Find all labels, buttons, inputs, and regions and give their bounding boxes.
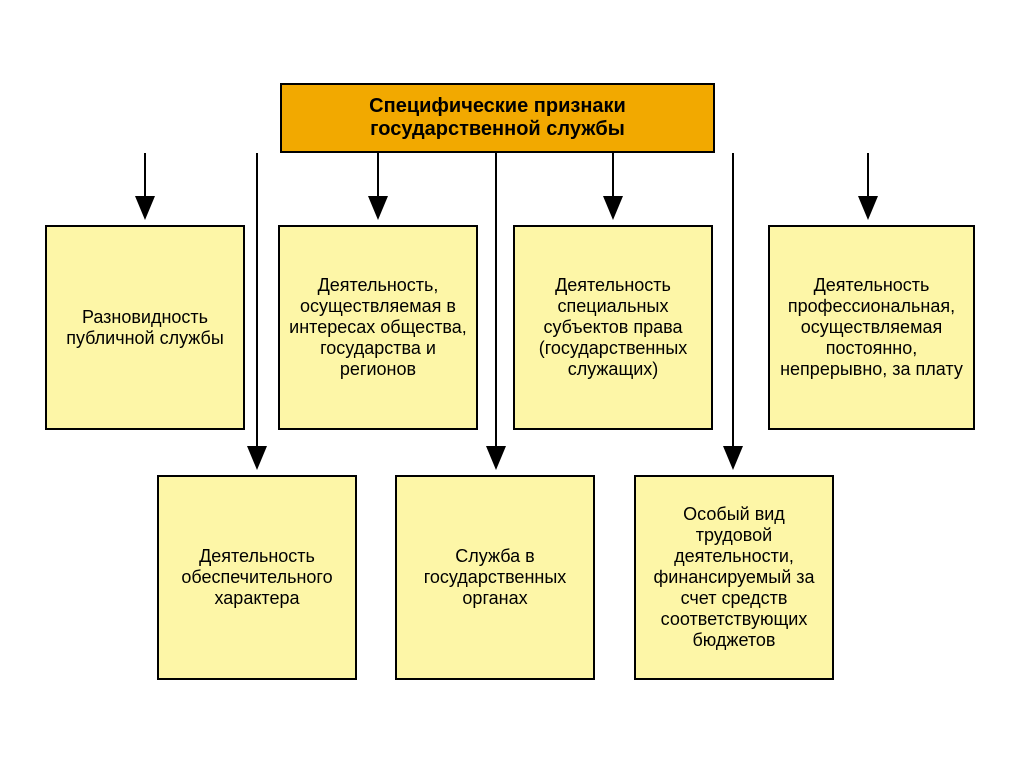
child-node-row1-3: Деятельность профессиональная, осуществл…	[768, 225, 975, 430]
child-text: Деятельность специальных субъектов права…	[523, 275, 703, 380]
child-node-row1-2: Деятельность специальных субъектов права…	[513, 225, 713, 430]
child-text: Разновидность публичной службы	[55, 307, 235, 349]
child-text: Служба в государственных органах	[405, 546, 585, 609]
root-title-line1: Специфические признаки	[369, 95, 626, 118]
root-node: Специфические признаки государственной с…	[280, 83, 715, 153]
child-node-row2-0: Деятельность обеспечительного характера	[157, 475, 357, 680]
child-text: Особый вид трудовой деятельности, финанс…	[644, 504, 824, 651]
child-text: Деятельность, осуществляемая в интересах…	[288, 275, 468, 380]
child-node-row1-0: Разновидность публичной службы	[45, 225, 245, 430]
child-node-row2-1: Служба в государственных органах	[395, 475, 595, 680]
child-text: Деятельность обеспечительного характера	[167, 546, 347, 609]
child-node-row2-2: Особый вид трудовой деятельности, финанс…	[634, 475, 834, 680]
child-text: Деятельность профессиональная, осуществл…	[778, 275, 965, 380]
root-title-line2: государственной службы	[369, 118, 626, 141]
child-node-row1-1: Деятельность, осуществляемая в интересах…	[278, 225, 478, 430]
